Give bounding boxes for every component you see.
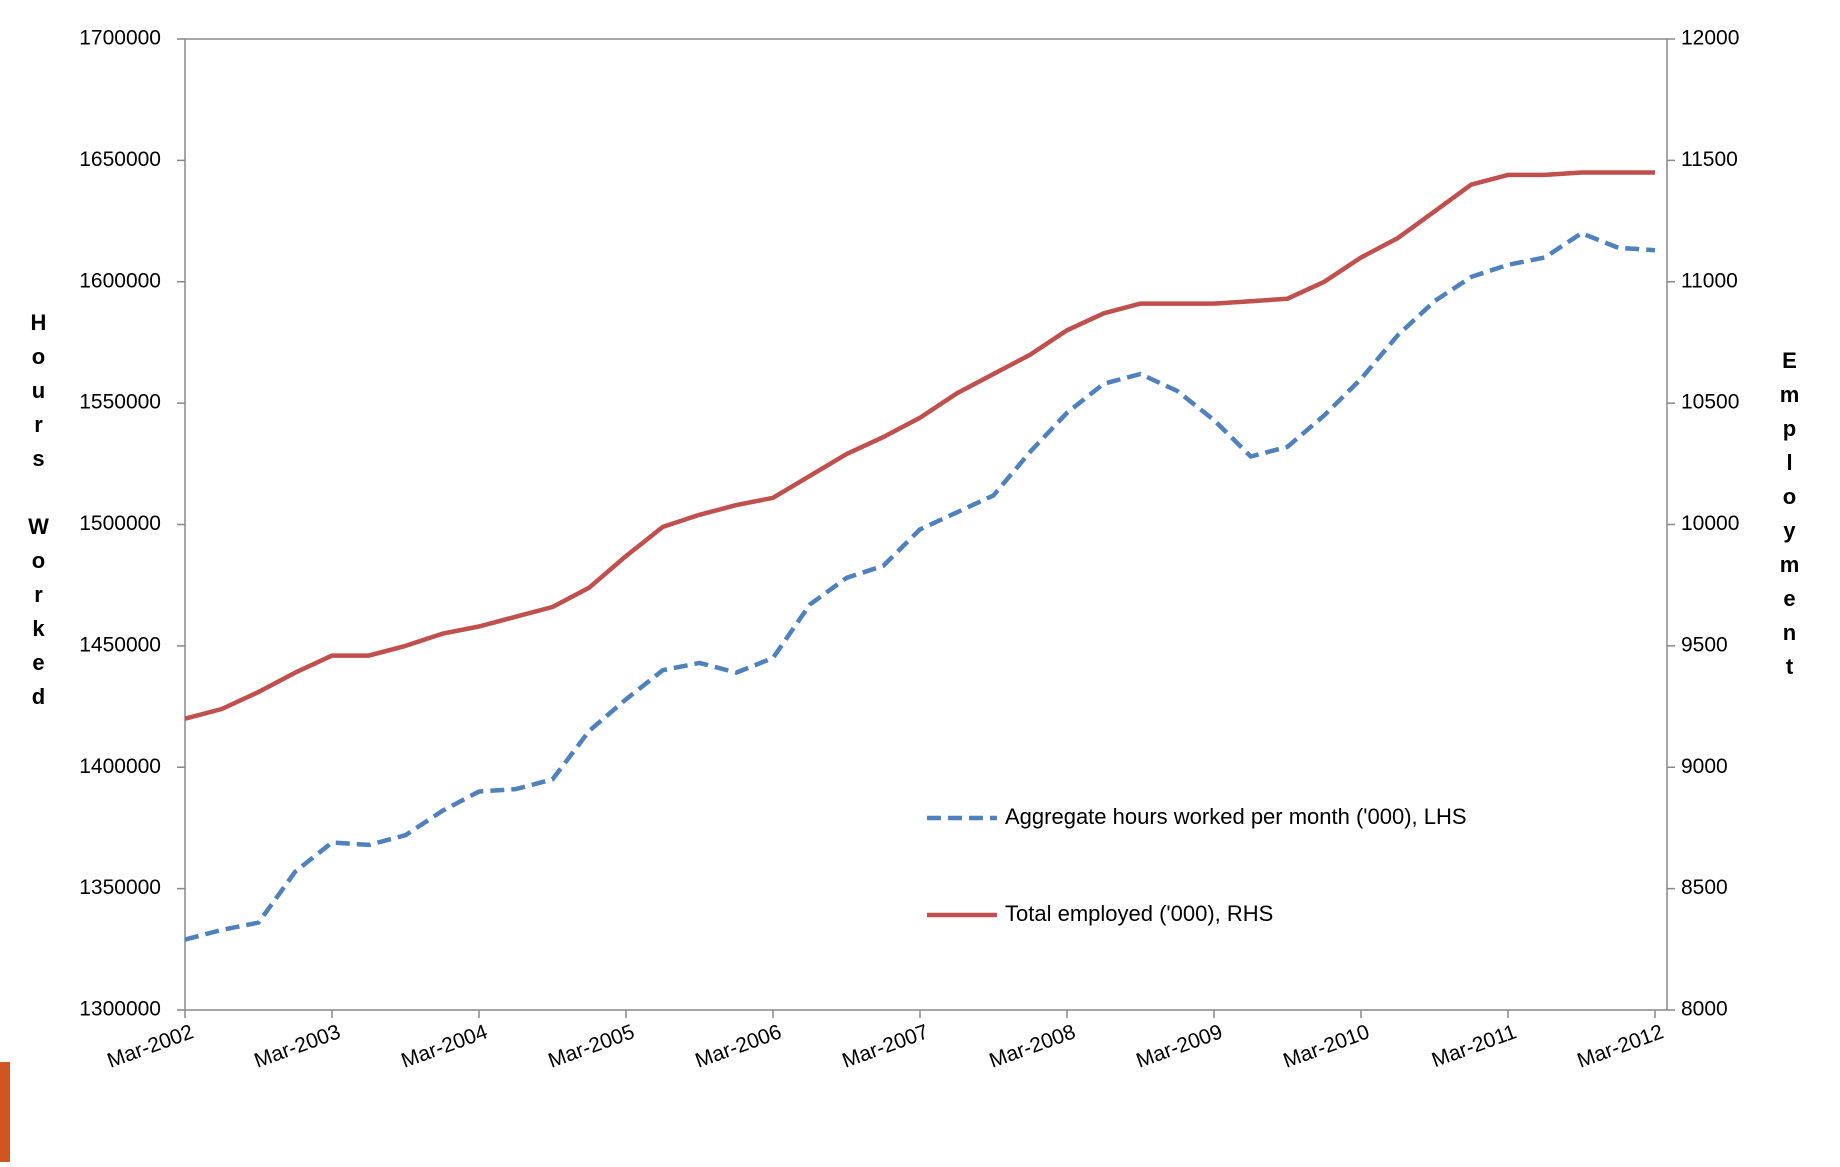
x-tick-label: Mar-2009	[1133, 1020, 1225, 1072]
x-tick-label: Mar-2003	[251, 1020, 343, 1072]
plot-frame	[184, 38, 1668, 1011]
y2-tick-label: 12000	[1681, 27, 1739, 50]
y2-tick-label: 8500	[1681, 876, 1728, 899]
x-tick-label: Mar-2008	[986, 1020, 1078, 1072]
y-tick-label: 1600000	[79, 269, 161, 292]
y2-tick-label: 10500	[1681, 391, 1739, 414]
legend-label: Total employed ('000), RHS	[1005, 901, 1273, 926]
series-line	[184, 170, 1655, 721]
x-tick-label: Mar-2002	[104, 1020, 196, 1072]
x-tick-label: Mar-2012	[1574, 1020, 1666, 1072]
y2-tick-label: 9000	[1681, 755, 1728, 778]
x-tick-label: Mar-2011	[1429, 1020, 1520, 1072]
y-tick-label: 1400000	[79, 755, 161, 778]
y-tick-label: 1450000	[79, 633, 161, 656]
y-tick-label: 1300000	[79, 998, 161, 1021]
y2-tick-label: 8000	[1681, 998, 1728, 1021]
y2-axis-title: Employment	[1777, 348, 1802, 688]
y2-tick-label: 11500	[1681, 148, 1738, 171]
y-tick-label: 1350000	[79, 876, 161, 899]
y-axis-title: Hours Worked	[26, 310, 51, 718]
y-tick-label: 1700000	[79, 27, 161, 50]
decor-bar	[0, 1062, 10, 1162]
x-tick-label: Mar-2006	[692, 1020, 784, 1072]
series-line	[184, 230, 1656, 942]
y2-tick-label: 11000	[1681, 269, 1738, 292]
y-tick-label: 1650000	[79, 148, 161, 171]
x-tick-label: Mar-2007	[839, 1020, 931, 1072]
y-tick-label: 1550000	[79, 391, 161, 414]
y-tick-label: 1500000	[79, 512, 161, 535]
x-tick-label: Mar-2004	[398, 1020, 491, 1072]
y2-tick-label: 10000	[1681, 512, 1739, 535]
x-tick-label: Mar-2005	[545, 1020, 637, 1072]
y2-tick-label: 9500	[1681, 633, 1728, 656]
legend-label: Aggregate hours worked per month ('000),…	[1005, 804, 1467, 829]
x-tick-label: Mar-2010	[1280, 1020, 1372, 1072]
